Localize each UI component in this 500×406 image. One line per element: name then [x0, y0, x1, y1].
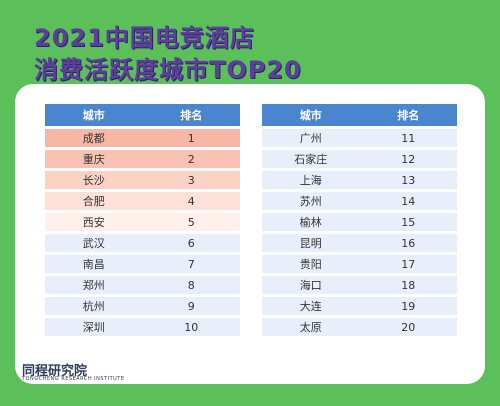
rank-cell: 15 — [401, 215, 416, 229]
table-row: 海口 18 — [262, 276, 457, 294]
table-header: 城市 排名 — [262, 104, 457, 126]
table-row: 重庆 2 — [45, 150, 240, 168]
table-row: 杭州 9 — [45, 297, 240, 315]
header-rank: 排名 — [180, 109, 203, 122]
city-cell: 贵阳 — [299, 258, 322, 271]
rank-cell: 18 — [401, 278, 416, 292]
city-cell: 苏州 — [299, 195, 322, 208]
rank-cell: 11 — [401, 131, 416, 145]
table-row: 长沙 3 — [45, 171, 240, 189]
ranking-table-left: 城市 排名 成都 1 重庆 2 长沙 3 合肥 4 西安 5 武汉 6 南昌 7… — [45, 104, 240, 339]
city-cell: 重庆 — [82, 153, 105, 166]
header-city: 城市 — [82, 109, 105, 122]
city-cell: 成都 — [82, 132, 105, 145]
city-cell: 昆明 — [299, 237, 322, 250]
rank-cell: 13 — [401, 173, 416, 187]
city-cell: 大连 — [299, 300, 322, 313]
city-cell: 武汉 — [82, 237, 105, 250]
rank-cell: 3 — [187, 173, 195, 187]
brand-subtitle: TONGCHENG RESEARCH INSTITUTE — [22, 376, 125, 382]
rank-cell: 7 — [187, 257, 195, 271]
rank-cell: 1 — [187, 131, 195, 145]
city-cell: 海口 — [299, 279, 322, 292]
table-row: 昆明 16 — [262, 234, 457, 252]
table-row: 大连 19 — [262, 297, 457, 315]
header-rank: 排名 — [397, 109, 420, 122]
city-cell: 长沙 — [82, 174, 105, 187]
table-row: 南昌 7 — [45, 255, 240, 273]
city-cell: 西安 — [82, 216, 105, 229]
table-row: 西安 5 — [45, 213, 240, 231]
rank-cell: 16 — [401, 236, 416, 250]
table-row: 深圳 10 — [45, 318, 240, 336]
title-line-1: 2021中国电竞酒店 — [34, 24, 255, 52]
city-cell: 合肥 — [82, 195, 105, 208]
table-row: 广州 11 — [262, 129, 457, 147]
table-row: 合肥 4 — [45, 192, 240, 210]
city-cell: 杭州 — [82, 300, 105, 313]
rank-cell: 6 — [187, 236, 195, 250]
rank-cell: 10 — [184, 320, 199, 334]
rank-cell: 12 — [401, 152, 416, 166]
city-cell: 深圳 — [82, 321, 105, 334]
rank-cell: 8 — [187, 278, 195, 292]
title-line-2: 消费活跃度城市TOP20 — [34, 56, 302, 84]
city-cell: 石家庄 — [294, 153, 328, 166]
brand-logo: 同程研究院 — [22, 364, 88, 379]
table-row: 石家庄 12 — [262, 150, 457, 168]
rank-cell: 20 — [401, 320, 416, 334]
rank-cell: 14 — [401, 194, 416, 208]
city-cell: 上海 — [299, 174, 322, 187]
rank-cell: 17 — [401, 257, 416, 271]
table-row: 苏州 14 — [262, 192, 457, 210]
city-cell: 太原 — [299, 321, 322, 334]
city-cell: 广州 — [299, 132, 322, 145]
city-cell: 郑州 — [82, 279, 105, 292]
city-cell: 南昌 — [82, 258, 105, 271]
table-row: 郑州 8 — [45, 276, 240, 294]
rank-cell: 9 — [187, 299, 195, 313]
ranking-table-right: 城市 排名 广州 11 石家庄 12 上海 13 苏州 14 榆林 15 昆明 … — [262, 104, 457, 339]
table-row: 武汉 6 — [45, 234, 240, 252]
header-city: 城市 — [299, 109, 322, 122]
table-row: 贵阳 17 — [262, 255, 457, 273]
table-row: 太原 20 — [262, 318, 457, 336]
table-row: 上海 13 — [262, 171, 457, 189]
city-cell: 榆林 — [299, 216, 322, 229]
rank-cell: 2 — [187, 152, 195, 166]
rank-cell: 19 — [401, 299, 416, 313]
rank-cell: 4 — [187, 194, 195, 208]
table-row: 榆林 15 — [262, 213, 457, 231]
table-header: 城市 排名 — [45, 104, 240, 126]
table-row: 成都 1 — [45, 129, 240, 147]
rank-cell: 5 — [187, 215, 195, 229]
